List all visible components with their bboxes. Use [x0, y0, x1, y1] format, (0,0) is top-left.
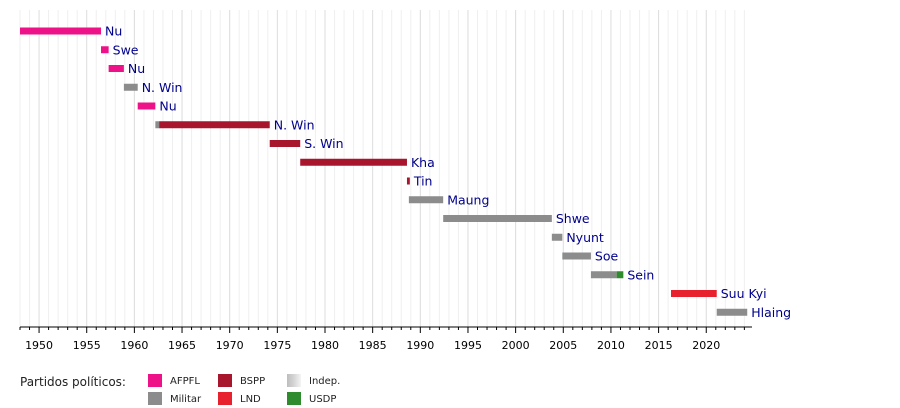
- legend-label-lnd: LND: [240, 394, 261, 405]
- x-tick-label: 2000: [502, 339, 530, 352]
- timeline-chart: 1950 1955 1960 1965 1970 1975 1980 1985 1990 1995…: [19, 10, 791, 352]
- bar-label: Swe: [113, 42, 139, 57]
- legend-label-afpfl: AFPFL: [170, 376, 200, 387]
- legend: Partidos políticos: AFPFL Militar BSPP L…: [0, 368, 900, 408]
- legend-label-militar: Militar: [170, 394, 202, 405]
- bar-label: Nyunt: [566, 230, 604, 245]
- bar-militar: [123, 83, 138, 91]
- bar-label: N. Win: [142, 80, 183, 95]
- bar-usdp: [616, 271, 624, 279]
- bar-label: N. Win: [274, 117, 315, 132]
- bar-afpfl: [20, 27, 102, 35]
- bar-militar: [562, 252, 591, 260]
- bar-militar: [443, 215, 552, 222]
- bar-label: S. Win: [304, 136, 343, 151]
- bar-bspp: [159, 121, 270, 129]
- x-tick-label: 1960: [120, 339, 148, 352]
- legend-title: Partidos políticos:: [20, 375, 126, 389]
- grid-lines: [19, 10, 745, 327]
- bar-label: Sein: [627, 267, 654, 282]
- bar-afpfl: [101, 46, 109, 54]
- x-tick-label: 1990: [406, 339, 434, 352]
- bar-militar: [155, 121, 160, 129]
- bar-militar: [408, 196, 444, 204]
- bar-label: Suu Kyi: [721, 286, 767, 301]
- bar-label: Hlaing: [751, 305, 791, 320]
- legend-label-usdp: USDP: [309, 394, 337, 405]
- bar-militar: [551, 233, 563, 241]
- x-tick-label: 2015: [645, 339, 673, 352]
- bar-label: Nu: [105, 24, 122, 39]
- x-tick-label: 1980: [311, 339, 339, 352]
- timeline-bars: Nu Swe Nu N. Win Nu N. Win S. Win Kha Tin Maung Sh…: [20, 24, 791, 320]
- x-tick-label: 1950: [25, 339, 53, 352]
- bar-label: Tin: [413, 174, 433, 189]
- x-tick-label: 1965: [168, 339, 196, 352]
- x-axis: 1950 1955 1960 1965 1970 1975 1980 1985 1990 1995…: [19, 326, 752, 352]
- bar-militar: [716, 308, 748, 316]
- x-tick-label: 1970: [216, 339, 244, 352]
- bar-lnd: [670, 290, 717, 297]
- bar-label: Kha: [411, 155, 435, 170]
- x-tick-label: 1955: [73, 339, 101, 352]
- legend-swatch-usdp: [287, 392, 301, 405]
- bar-label: Shwe: [556, 211, 590, 226]
- bar-label: Soe: [595, 249, 619, 264]
- bar-bspp: [300, 158, 407, 166]
- x-tick-label: 1995: [454, 339, 482, 352]
- bar-label: Maung: [447, 192, 489, 207]
- bar-militar: [590, 271, 617, 279]
- x-tick-label: 2005: [549, 339, 577, 352]
- legend-label-indep: Indep.: [309, 376, 341, 387]
- legend-swatch-afpfl: [148, 374, 162, 387]
- bar-bspp: [269, 140, 301, 147]
- x-tick-label: 1985: [359, 339, 387, 352]
- legend-swatch-indep: [287, 374, 301, 387]
- bar-afpfl: [108, 65, 124, 72]
- bar-bspp: [406, 177, 410, 185]
- legend-swatch-militar: [148, 392, 162, 405]
- bar-label: Nu: [128, 61, 145, 76]
- x-tick-label: 2010: [597, 339, 625, 352]
- legend-label-bspp: BSPP: [240, 376, 266, 387]
- bar-label: Nu: [159, 99, 176, 114]
- legend-swatch-bspp: [218, 374, 232, 387]
- x-tick-label: 1975: [263, 339, 291, 352]
- x-tick-label: 2020: [692, 339, 720, 352]
- legend-swatch-lnd: [218, 392, 232, 405]
- bar-afpfl: [137, 102, 156, 110]
